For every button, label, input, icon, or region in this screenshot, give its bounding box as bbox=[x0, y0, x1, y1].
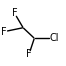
Text: F: F bbox=[1, 27, 7, 37]
Text: F: F bbox=[26, 49, 32, 59]
Text: F: F bbox=[12, 8, 17, 18]
Text: Cl: Cl bbox=[49, 33, 59, 43]
